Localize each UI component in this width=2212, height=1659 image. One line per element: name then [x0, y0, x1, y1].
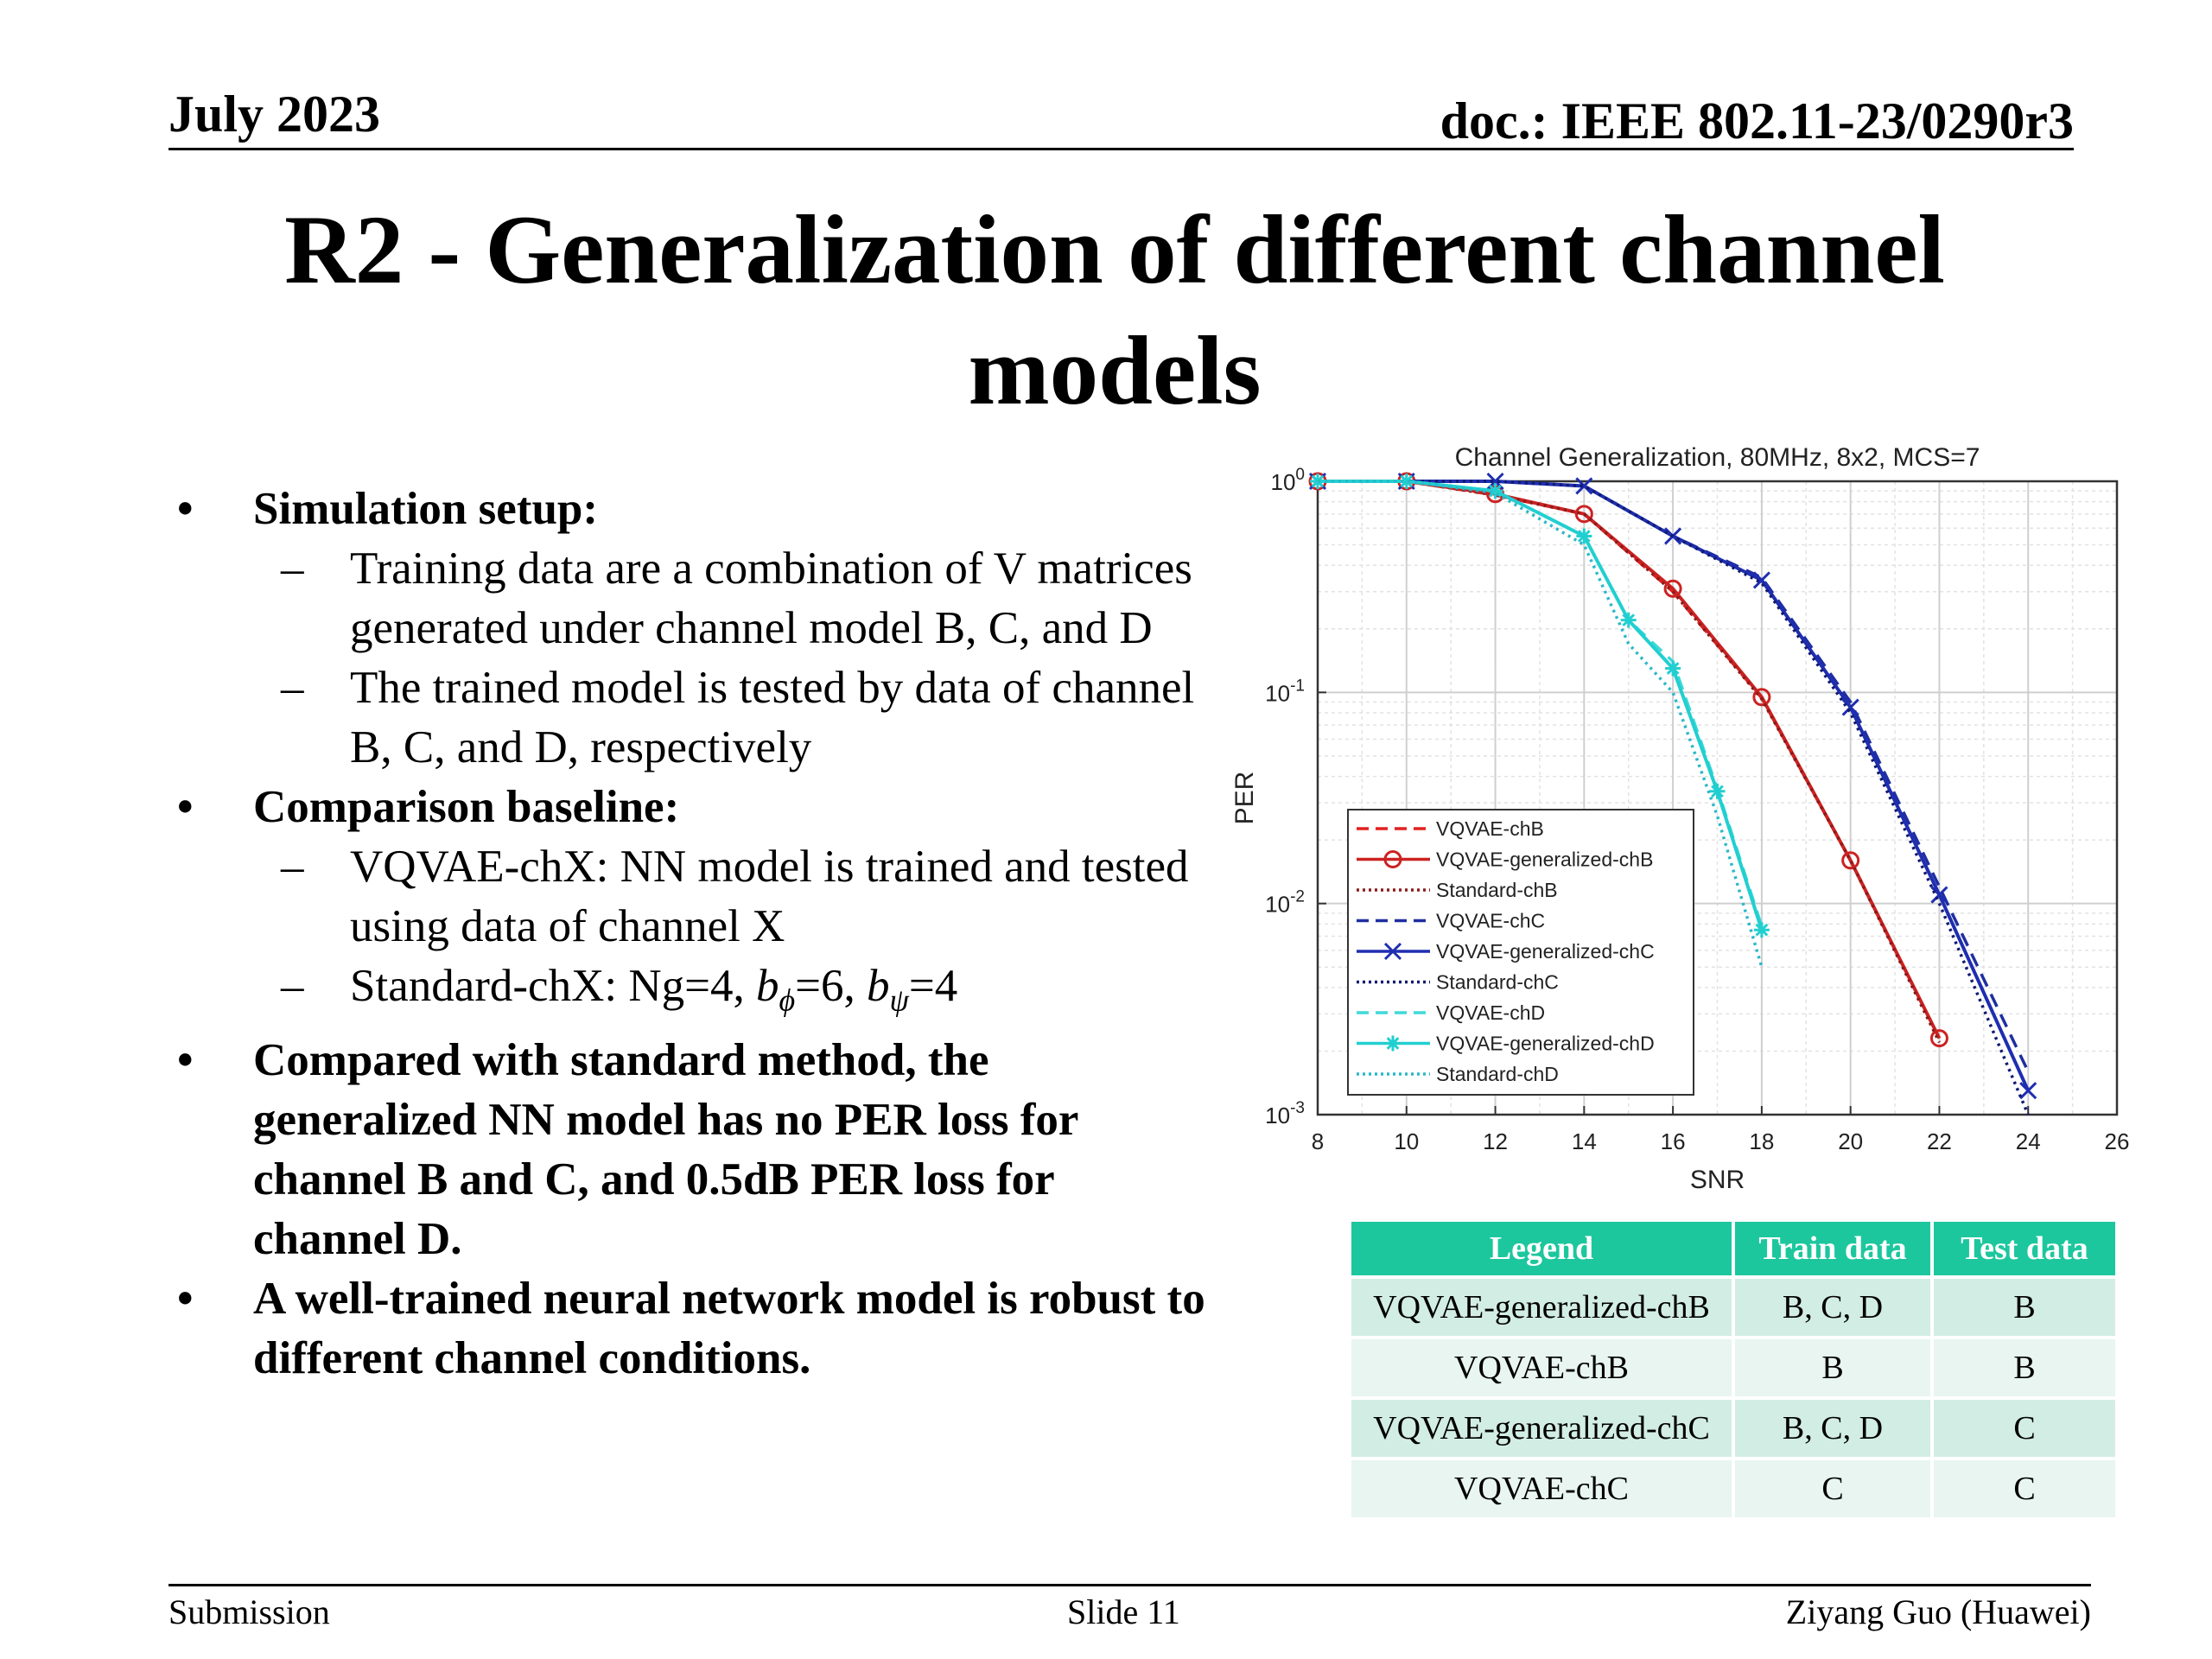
table-row: VQVAE-generalized-chC B, C, D C: [1351, 1400, 2115, 1457]
table-cell: B: [1934, 1339, 2115, 1396]
legend-label: VQVAE-generalized-chC: [1436, 940, 1655, 963]
chart-title: Channel Generalization, 80MHz, 8x2, MCS=…: [1455, 443, 1980, 472]
table-row: VQVAE-chC C C: [1351, 1460, 2115, 1517]
series-line: [1318, 480, 1764, 968]
data-point: [1752, 571, 1770, 589]
header-doc-id: doc.: IEEE 802.11-23/0290r3: [1440, 92, 2074, 149]
footer-slide-number: Slide 11: [1067, 1592, 1180, 1631]
legend-table: Legend Train data Test data VQVAE-genera…: [1348, 1218, 2119, 1521]
table-cell: C: [1934, 1400, 2115, 1457]
table-cell: B: [1735, 1339, 1930, 1396]
data-point: [1576, 528, 1592, 544]
data-point: [1841, 851, 1860, 870]
y-tick-label: 10-2: [1265, 888, 1305, 918]
x-axis-label: SNR: [1690, 1166, 1745, 1194]
sub-bullet-text: Standard-chX: Ng=4,: [350, 961, 745, 1011]
table-cell: B: [1934, 1279, 2115, 1336]
data-point: [1574, 505, 1593, 524]
sub-bullet-text: Training data are a combination of V mat…: [350, 543, 1192, 653]
bullet-list: • Simulation setup: – Training data are a …: [177, 480, 1214, 1389]
bullet-simulation-setup: • Simulation setup:: [177, 484, 599, 534]
x-tick-label: 12: [1483, 1128, 1508, 1154]
table-cell: B, C, D: [1735, 1279, 1930, 1336]
footer-rule: [168, 1584, 2091, 1586]
x-tick-label: 10: [1394, 1128, 1419, 1154]
table-header-train: Train data: [1735, 1222, 1930, 1275]
table-cell: C: [1934, 1460, 2115, 1517]
bullet-comparison-result: • Compared with standard method, the gene…: [177, 1034, 1078, 1264]
data-point: [1752, 688, 1771, 707]
data-point: [1930, 886, 1948, 904]
table-cell: C: [1735, 1460, 1930, 1517]
data-point: [1709, 783, 1726, 799]
legend-label: Standard-chC: [1436, 971, 1559, 994]
legend-label: VQVAE-chD: [1436, 1001, 1545, 1024]
data-point: [1929, 1029, 1948, 1048]
data-point: [1663, 579, 1682, 598]
sub-bullet-text: VQVAE-chX: NN model is trained and teste…: [350, 842, 1189, 951]
bullet-text: A well-trained neural network model is r…: [253, 1273, 1205, 1383]
bullet-text: Simulation setup:: [253, 484, 599, 534]
x-tick-label: 24: [2016, 1128, 2041, 1154]
x-tick-label: 22: [1927, 1128, 1952, 1154]
legend-label: Standard-chD: [1436, 1063, 1559, 1085]
y-axis-label: PER: [1230, 772, 1259, 825]
data-point: [1753, 922, 1770, 938]
y-tick-label: 10-3: [1265, 1099, 1305, 1128]
sub-bullet-text: The trained model is tested by data of c…: [350, 663, 1195, 772]
table-header-test: Test data: [1934, 1222, 2115, 1275]
y-tick-label: 10-1: [1265, 677, 1305, 706]
sub-bullet: – Training data are a combination of V ma…: [281, 543, 1192, 653]
table-cell: VQVAE-chC: [1351, 1460, 1732, 1517]
sub-bullet: – VQVAE-chX: NN model is trained and test…: [281, 842, 1189, 951]
x-tick-label: 14: [1572, 1128, 1597, 1154]
data-point: [1383, 942, 1402, 961]
series-line: [1318, 480, 2030, 1116]
footer-author: Ziyang Guo (Huawei): [1785, 1592, 2091, 1631]
data-point: [2019, 1082, 2037, 1100]
data-point: [1665, 660, 1681, 677]
per-chart: 8 10 12 14 16 18 20 22 24 26 100 10-1 10-2 10-3 Channe…: [1230, 443, 2130, 1194]
sub-bullet: – The trained model is tested by data of …: [281, 663, 1195, 772]
legend-label: VQVAE-generalized-chD: [1436, 1033, 1655, 1055]
bullet-conclusion: • A well-trained neural network model is …: [177, 1273, 1205, 1383]
table-row: VQVAE-generalized-chB B, C, D B: [1351, 1279, 2115, 1336]
axes-box: [1316, 480, 2119, 1116]
x-tick-label: 20: [1838, 1128, 1863, 1154]
legend-label: VQVAE-chC: [1436, 910, 1545, 932]
x-tick-label: 26: [2105, 1128, 2130, 1154]
legend-label: Standard-chB: [1436, 879, 1558, 901]
data-point: [1841, 698, 1859, 716]
x-tick-label: 16: [1661, 1128, 1686, 1154]
bullet-comparison-baseline: • Comparison baseline:: [177, 782, 680, 832]
footer-submission: Submission: [168, 1592, 330, 1631]
data-point: [1487, 483, 1503, 499]
x-tick-label: 8: [1312, 1128, 1324, 1154]
table-cell: VQVAE-chB: [1351, 1339, 1732, 1396]
data-point: [1620, 612, 1637, 628]
data-point: [1383, 850, 1402, 868]
slide-title: R2 - Generalization of different channel…: [284, 196, 1945, 425]
sub-bullet: – Standard-chX: Ng=4, bϕ=6, bψ=4: [281, 961, 958, 1018]
header-rule: [168, 148, 2074, 150]
table-header-legend: Legend: [1351, 1222, 1732, 1275]
bullet-text: Compared with standard method, the gener…: [253, 1034, 1078, 1264]
x-tick-label: 18: [1749, 1128, 1774, 1154]
header-date: July 2023: [168, 86, 381, 143]
bullet-text: Comparison baseline:: [253, 782, 680, 832]
y-tick-label: 100: [1271, 466, 1306, 495]
data-point: [1575, 477, 1593, 495]
table-cell: VQVAE-generalized-chB: [1351, 1279, 1732, 1336]
data-point: [1398, 474, 1414, 489]
table-cell: B, C, D: [1735, 1400, 1930, 1457]
data-point: [1385, 1035, 1401, 1052]
legend-label: VQVAE-generalized-chB: [1436, 849, 1653, 871]
table-row: VQVAE-chB B B: [1351, 1339, 2115, 1396]
phi-value: =6,: [795, 961, 855, 1011]
table-cell: VQVAE-generalized-chC: [1351, 1400, 1732, 1457]
psi-value: =4: [908, 961, 958, 1011]
legend-label: VQVAE-chB: [1436, 817, 1544, 840]
